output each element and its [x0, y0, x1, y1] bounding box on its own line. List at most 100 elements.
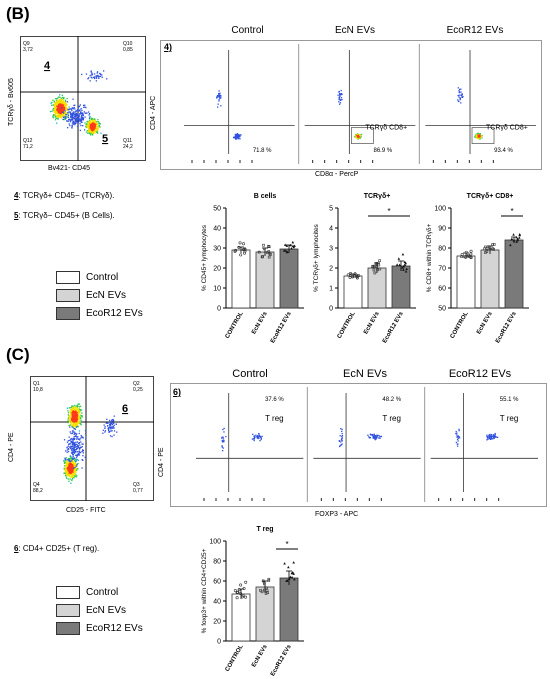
event-dot [74, 464, 76, 466]
event-dot [82, 443, 84, 445]
event-dot [234, 136, 236, 139]
event-dot [340, 444, 342, 446]
panel-b-flow-index: 4) [164, 42, 173, 52]
event-dot [87, 129, 90, 132]
event-dot [68, 446, 71, 448]
event-dot [458, 94, 460, 96]
event-dot [225, 435, 227, 438]
legend-item-control: Control [56, 268, 143, 286]
event-dot [488, 436, 490, 438]
event-dot [56, 104, 58, 106]
event-dot [76, 412, 78, 414]
event-dot [55, 114, 57, 117]
data-point [293, 244, 296, 247]
event-dot [57, 101, 60, 103]
svg-text:10,8: 10,8 [33, 387, 43, 393]
event-dot [70, 411, 72, 414]
event-dot [237, 134, 239, 136]
event-dot [79, 439, 81, 441]
event-dot [75, 460, 77, 462]
event-dot [77, 108, 79, 110]
event-dot [71, 409, 73, 412]
event-dot [87, 78, 89, 80]
event-dot [57, 106, 60, 108]
event-dot [69, 460, 72, 462]
event-dot [66, 116, 68, 118]
data-point [241, 593, 245, 597]
event-dot [216, 97, 218, 99]
event-dot [70, 108, 73, 110]
event-dot [68, 417, 70, 419]
event-dot [67, 113, 69, 115]
event-dot [95, 130, 97, 132]
event-dot [67, 465, 69, 467]
event-dot [71, 467, 73, 469]
event-dot [74, 115, 76, 117]
data-point [269, 253, 272, 256]
event-dot [458, 428, 460, 430]
data-point [291, 240, 295, 244]
event-dot [61, 103, 64, 105]
event-dot [104, 430, 107, 432]
data-point [398, 263, 401, 266]
flow-percent-label: 37.6 % [265, 397, 284, 403]
event-dot [457, 437, 460, 439]
event-dot [57, 110, 60, 112]
event-dot [93, 122, 95, 124]
event-dot [81, 109, 83, 111]
event-dot [75, 117, 77, 119]
event-dot [479, 134, 482, 136]
event-dot [481, 135, 483, 137]
event-dot [77, 462, 79, 465]
event-dot [376, 435, 378, 438]
event-dot [481, 137, 483, 139]
panel-c-flow-index: 6) [173, 387, 182, 397]
data-point [469, 255, 473, 259]
event-dot [60, 110, 62, 112]
event-dot [82, 436, 84, 438]
event-dot [234, 136, 236, 138]
x-tick-label: CONTROL [225, 311, 245, 340]
legend-c-item-ecn: EcN EVs [56, 601, 143, 619]
event-dot [58, 98, 60, 101]
data-point [291, 244, 295, 248]
event-dot [82, 125, 84, 127]
legend-swatch-ecor12 [56, 306, 80, 320]
event-dot [104, 427, 106, 429]
event-dot [67, 466, 69, 469]
data-point [355, 274, 359, 278]
bar-0 [231, 593, 251, 642]
event-dot [340, 89, 342, 92]
event-dot [256, 436, 258, 438]
event-dot [91, 129, 93, 132]
event-dot [95, 75, 97, 77]
event-dot [70, 468, 72, 470]
event-dot [63, 109, 65, 111]
event-dot [494, 433, 496, 436]
event-dot [75, 415, 77, 418]
event-dot [76, 451, 79, 453]
event-dot [72, 426, 74, 429]
x-tick-label: EcN EVs [251, 643, 269, 668]
event-dot [78, 120, 80, 123]
event-dot [56, 101, 58, 103]
event-dot [73, 111, 75, 113]
event-dot [67, 422, 69, 424]
event-dot [54, 119, 57, 121]
svg-text:Q2: Q2 [133, 381, 140, 387]
event-dot [52, 104, 54, 106]
event-dot [74, 407, 76, 409]
event-dot [68, 472, 70, 474]
event-dot [96, 127, 98, 129]
event-dot [62, 104, 65, 106]
event-dot [80, 409, 83, 411]
panel-c-col-title-ecn: EcN EVs [342, 368, 387, 380]
event-dot [73, 436, 75, 438]
data-point [233, 589, 237, 593]
event-dot [75, 418, 78, 420]
event-dot [70, 440, 72, 442]
event-dot [76, 415, 78, 417]
event-dot [92, 131, 94, 133]
event-dot [340, 428, 342, 430]
event-dot [72, 115, 74, 117]
